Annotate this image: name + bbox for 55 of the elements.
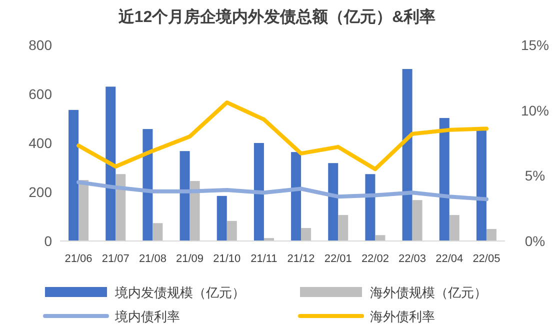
bar bbox=[439, 118, 450, 241]
y-tick-label: 0 bbox=[44, 233, 52, 249]
bar bbox=[291, 152, 302, 241]
y2-tick-label: 15% bbox=[520, 37, 550, 53]
legend-item: 海外债规模（亿元） bbox=[300, 285, 487, 300]
bar bbox=[78, 180, 89, 241]
x-tick-label: 21/10 bbox=[213, 253, 241, 265]
bar bbox=[254, 143, 264, 241]
legend-label: 境内发债规模（亿元） bbox=[114, 285, 245, 300]
bar bbox=[338, 215, 348, 241]
bar bbox=[476, 130, 486, 241]
x-tick-label: 22/01 bbox=[324, 253, 352, 265]
y-tick-label: 200 bbox=[28, 184, 52, 200]
x-tick-label: 21/11 bbox=[250, 253, 278, 265]
line-series bbox=[76, 180, 488, 202]
x-tick-label: 21/07 bbox=[102, 253, 130, 265]
x-tick-label: 22/04 bbox=[436, 253, 464, 265]
bar bbox=[328, 163, 338, 241]
bar bbox=[449, 215, 460, 241]
x-tick-label: 21/09 bbox=[176, 253, 204, 265]
chart-title: 近12个月房企境内外发债总额（亿元）&利率 bbox=[117, 7, 436, 26]
y2-tick-label: 10% bbox=[520, 102, 550, 118]
legend-label: 境内债利率 bbox=[114, 309, 180, 324]
y-tick-label: 400 bbox=[28, 135, 52, 151]
bar bbox=[412, 200, 422, 241]
line-series bbox=[76, 100, 488, 172]
y2-tick-label: 5% bbox=[524, 168, 546, 184]
x-tick-label: 22/05 bbox=[472, 253, 500, 265]
bar bbox=[375, 235, 386, 241]
legend-item: 境内债利率 bbox=[43, 309, 180, 324]
y2-tick-label: 0% bbox=[524, 233, 546, 249]
y-tick-label: 600 bbox=[28, 86, 52, 102]
bar bbox=[116, 174, 126, 241]
bar bbox=[365, 174, 376, 241]
legend-label: 海外债利率 bbox=[370, 309, 435, 324]
legend-item: 海外债利率 bbox=[298, 309, 435, 324]
x-tick-label: 21/06 bbox=[64, 253, 92, 265]
x-tick-label: 21/12 bbox=[287, 253, 315, 265]
legend-label: 海外债规模（亿元） bbox=[370, 285, 487, 300]
y-tick-label: 800 bbox=[28, 37, 52, 53]
bar bbox=[301, 228, 312, 241]
x-tick-label: 22/02 bbox=[361, 253, 389, 265]
bar bbox=[486, 228, 496, 241]
bar bbox=[190, 180, 200, 241]
bar bbox=[402, 69, 412, 241]
bar bbox=[152, 223, 163, 241]
bar bbox=[216, 196, 227, 241]
bar bbox=[180, 151, 190, 241]
bar bbox=[106, 86, 116, 241]
legend-item: 境内发债规模（亿元） bbox=[45, 285, 245, 300]
x-tick-label: 21/08 bbox=[138, 253, 166, 265]
bar bbox=[68, 110, 79, 241]
x-tick-label: 22/03 bbox=[398, 253, 426, 265]
bar bbox=[142, 129, 153, 241]
bar bbox=[226, 220, 237, 241]
